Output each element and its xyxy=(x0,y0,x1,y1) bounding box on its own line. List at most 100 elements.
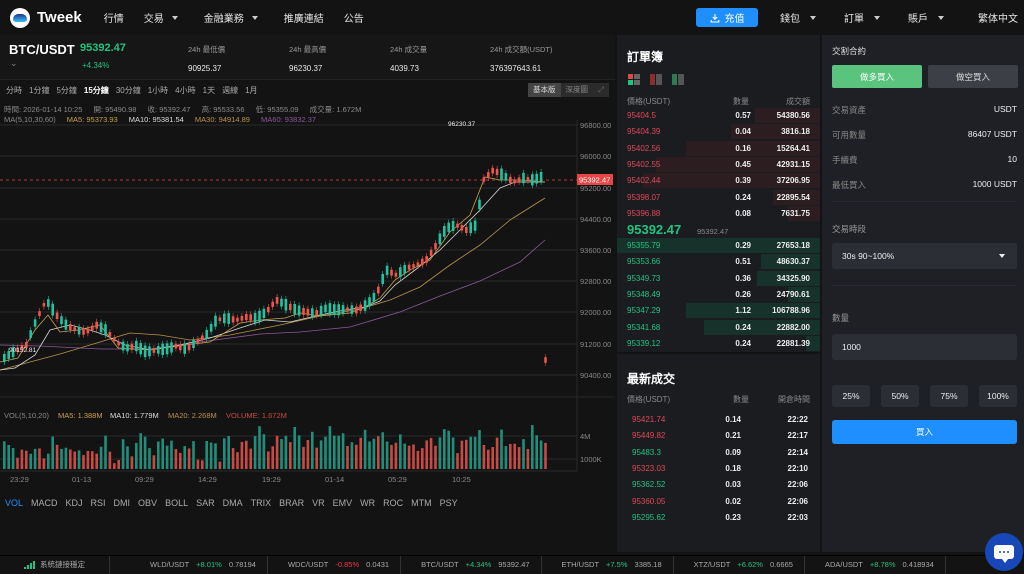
info-value: 10 xyxy=(1007,154,1017,164)
status-ticker[interactable]: WLD/USDT +8.01% 0.78194 xyxy=(110,555,268,574)
bid-row[interactable]: 95339.12 0.24 22881.39 xyxy=(617,335,820,352)
info-available: 可用數量 86407 USDT xyxy=(832,129,1017,141)
ask-row[interactable]: 95402.44 0.39 37206.95 xyxy=(617,173,820,189)
bid-total: 24790.61 xyxy=(776,289,810,299)
language-switcher[interactable]: 繁体中文 xyxy=(978,14,1018,25)
indicator-tab-psy[interactable]: PSY xyxy=(439,498,458,508)
indicator-tab-emv[interactable]: EMV xyxy=(332,498,353,508)
chevron-down-icon[interactable]: ⌄ xyxy=(10,58,18,68)
bid-row[interactable]: 95349.73 0.36 34325.90 xyxy=(617,270,820,287)
bid-price: 95341.68 xyxy=(627,322,661,332)
indicator-tab-mtm[interactable]: MTM xyxy=(411,498,432,508)
status-ticker[interactable]: ADA/USDT +8.78% 0.418934 xyxy=(805,555,946,574)
depth-bar xyxy=(757,270,820,286)
indicator-tab-obv[interactable]: OBV xyxy=(138,498,158,508)
ticker-price: 95392.47 xyxy=(498,560,530,569)
ask-price: 95404.5 xyxy=(627,111,656,120)
bid-row[interactable]: 95353.66 0.51 48630.37 xyxy=(617,254,820,270)
nav-item-referral[interactable]: 推廣連結 xyxy=(284,10,324,25)
bid-row[interactable]: 95347.29 1.12 106788.96 xyxy=(617,303,820,319)
pct-50-button[interactable]: 50% xyxy=(881,385,919,407)
depth-bar xyxy=(805,335,820,351)
interval-1w[interactable]: 週線 xyxy=(222,85,239,95)
pct-75-button[interactable]: 75% xyxy=(930,385,968,407)
period-select[interactable]: 30s 90~100% xyxy=(832,243,1017,269)
chevron-down-icon xyxy=(999,254,1005,258)
nav-item-orders[interactable]: 訂單 xyxy=(844,10,880,25)
bid-row[interactable]: 95341.68 0.24 22882.00 xyxy=(617,319,820,336)
book-both-icon[interactable] xyxy=(628,74,640,85)
view-basic[interactable]: 基本版 xyxy=(528,83,561,97)
indicator-tab-wr[interactable]: WR xyxy=(360,498,376,508)
nav-item-announcements[interactable]: 公告 xyxy=(344,10,364,25)
bid-total: 22882.00 xyxy=(776,322,810,332)
bid-price: 95353.66 xyxy=(627,257,661,267)
bid-row[interactable]: 95355.79 0.29 27653.18 xyxy=(617,238,820,254)
interval-timeshare[interactable]: 分時 xyxy=(6,85,22,95)
ask-row[interactable]: 95402.55 0.45 42931.15 xyxy=(617,156,820,173)
download-icon xyxy=(710,13,719,23)
ask-row[interactable]: 95398.07 0.24 22895.54 xyxy=(617,189,820,206)
depth-bar xyxy=(773,189,820,205)
trade-qty: 0.21 xyxy=(725,431,741,441)
view-depth[interactable]: 深度圖 xyxy=(565,85,589,94)
indicator-tab-kdj[interactable]: KDJ xyxy=(65,498,83,508)
ask-row[interactable]: 95402.56 0.16 15264.41 xyxy=(617,140,820,157)
interval-1m[interactable]: 1分鐘 xyxy=(29,85,50,95)
indicator-tab-vr[interactable]: VR xyxy=(312,498,325,508)
indicator-tab-sar[interactable]: SAR xyxy=(196,498,215,508)
brand-logo[interactable]: Tweek xyxy=(10,7,82,28)
candlestick-chart[interactable]: 96800.00 96000.00 95200.00 94400.00 9360… xyxy=(0,120,615,495)
short-button[interactable]: 做空買入 xyxy=(928,65,1018,88)
ask-row[interactable]: 95404.5 0.57 54380.56 xyxy=(617,108,820,124)
interval-1h[interactable]: 1小時 xyxy=(147,85,169,95)
interval-5m[interactable]: 5分鐘 xyxy=(56,85,77,95)
nav-item-trade[interactable]: 交易 xyxy=(144,10,178,25)
nav-item-wallet[interactable]: 錢包 xyxy=(780,10,816,25)
indicator-tab-brar[interactable]: BRAR xyxy=(279,498,305,508)
status-ticker[interactable]: BTC/USDT +4.34% 95392.47 xyxy=(401,555,542,574)
status-ticker[interactable]: ETH/USDT +7.5% 3385.18 xyxy=(542,555,674,574)
info-label: 手續費 xyxy=(832,155,858,165)
interval-30m[interactable]: 30分鐘 xyxy=(115,85,141,95)
status-ticker[interactable]: XTZ/USDT +6.62% 0.6665 xyxy=(674,555,805,574)
bid-row[interactable]: 95348.49 0.26 24790.61 xyxy=(617,286,820,303)
indicator-tab-rsi[interactable]: RSI xyxy=(90,498,106,508)
book-bids-icon[interactable] xyxy=(672,74,684,85)
pct-100-button[interactable]: 100% xyxy=(979,385,1017,407)
pct-25-button[interactable]: 25% xyxy=(832,385,870,407)
indicator-tab-dma[interactable]: DMA xyxy=(222,498,243,508)
buy-button[interactable]: 買入 xyxy=(832,420,1017,444)
ask-row[interactable]: 95404.39 0.04 3816.18 xyxy=(617,124,820,140)
fullscreen-icon[interactable]: ⤢ xyxy=(598,85,604,94)
vol-ma10: MA10: 1.779M xyxy=(110,411,159,420)
vol-axis-label: 1000K xyxy=(580,455,602,464)
interval-1mo[interactable]: 1月 xyxy=(245,85,258,95)
nav-item-markets[interactable]: 行情 xyxy=(104,10,124,25)
ma-legend: MA(5,10,30,60) MA5: 95373.93 MA10: 95381… xyxy=(4,115,325,124)
long-button[interactable]: 做多買入 xyxy=(832,65,922,88)
status-ticker[interactable]: WDC/USDT -0.85% 0.0431 xyxy=(268,555,402,574)
qty-input[interactable] xyxy=(832,334,1017,360)
indicator-tab-macd[interactable]: MACD xyxy=(31,498,58,508)
info-label: 可用數量 xyxy=(832,130,867,140)
nav-item-finance[interactable]: 金融業務 xyxy=(204,10,258,25)
deposit-button[interactable]: 充值 xyxy=(696,8,758,27)
ticker-price: 0.78194 xyxy=(228,560,256,569)
ask-total: 15264.41 xyxy=(776,143,810,153)
book-asks-icon[interactable] xyxy=(650,74,662,85)
nav-item-account[interactable]: 賬戶 xyxy=(908,10,944,25)
pair-selector[interactable]: BTC/USDT xyxy=(9,42,75,57)
interval-1d[interactable]: 1天 xyxy=(202,85,216,95)
indicator-tab-dmi[interactable]: DMI xyxy=(113,498,131,508)
chat-button[interactable] xyxy=(985,533,1023,571)
indicator-tab-roc[interactable]: ROC xyxy=(383,498,404,508)
indicator-tab-vol[interactable]: VOL xyxy=(5,498,24,508)
interval-4h[interactable]: 4小時 xyxy=(175,85,196,95)
vol-ma5: MA5: 1.388M xyxy=(58,411,103,420)
ask-row[interactable]: 95396.88 0.08 7631.75 xyxy=(617,205,820,222)
col-header-qty: 數量 xyxy=(733,395,749,404)
indicator-tab-boll[interactable]: BOLL xyxy=(165,498,189,508)
indicator-tab-trix[interactable]: TRIX xyxy=(250,498,272,508)
interval-15m[interactable]: 15分鐘 xyxy=(83,85,109,95)
